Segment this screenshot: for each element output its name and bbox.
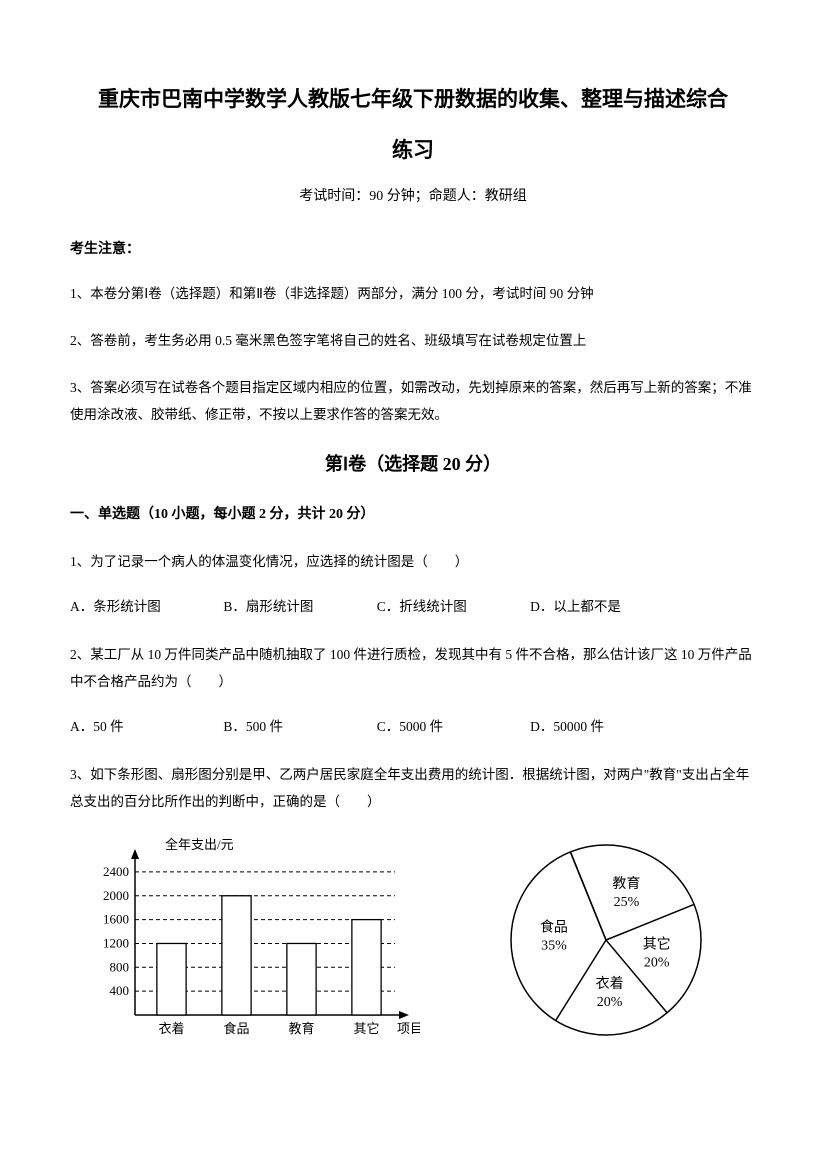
svg-text:其它: 其它 [353,1021,379,1036]
section-1-header: 第Ⅰ卷（选择题 20 分） [70,448,756,480]
q1-opt-d: D．以上都不是 [530,595,621,619]
q1-opt-c: C．折线统计图 [377,595,527,619]
document-title-line2: 练习 [70,132,756,170]
q1-opt-a: A．条形统计图 [70,595,220,619]
svg-text:食品: 食品 [223,1021,249,1036]
q2-opt-d: D．50000 件 [530,715,604,739]
q1-opt-b: B．扇形统计图 [223,595,373,619]
notice-item-1: 1、本卷分第Ⅰ卷（选择题）和第Ⅱ卷（非选择题）两部分，满分 100 分，考试时间… [70,280,756,307]
exam-info: 考试时间：90 分钟；命题人：教研组 [70,184,756,209]
svg-text:衣着: 衣着 [158,1021,184,1036]
svg-text:教育: 教育 [288,1021,314,1036]
svg-text:25%: 25% [614,895,640,910]
svg-text:800: 800 [110,960,130,975]
svg-text:2400: 2400 [103,864,129,879]
svg-text:衣着: 衣着 [596,976,624,992]
svg-text:项目: 项目 [397,1021,420,1036]
question-2-options: A．50 件 B．500 件 C．5000 件 D．50000 件 [70,715,756,739]
question-3: 3、如下条形图、扇形图分别是甲、乙两户居民家庭全年支出费用的统计图．根据统计图，… [70,761,756,815]
svg-text:35%: 35% [541,939,567,954]
svg-text:20%: 20% [597,995,623,1010]
svg-text:1200: 1200 [103,936,129,951]
document-title-line1: 重庆市巴南中学数学人教版七年级下册数据的收集、整理与描述综合 [70,80,756,120]
q2-opt-b: B．500 件 [223,715,373,739]
q2-opt-c: C．5000 件 [377,715,527,739]
pie-chart: 教育 25% 其它 20% 衣着 20% 食品 35% [466,835,746,1045]
svg-text:全年支出/元: 全年支出/元 [165,837,234,852]
notice-item-2: 2、答卷前，考生务必用 0.5 毫米黑色签字笔将自己的姓名、班级填写在试卷规定位… [70,327,756,354]
svg-text:其它: 其它 [643,936,671,953]
notice-heading: 考生注意： [70,237,756,262]
bar-chart: 全年支出/元 400 800 1200 1600 2000 2400 衣着 食品 教育 其它 项目 [80,835,420,1045]
svg-text:教育: 教育 [612,876,640,892]
question-1: 1、为了记录一个病人的体温变化情况，应选择的统计图是（ ） [70,548,756,575]
charts-row: 全年支出/元4008001200160020002400衣着食品教育其它项目 教… [70,835,756,1045]
svg-text:1600: 1600 [103,912,129,927]
question-1-options: A．条形统计图 B．扇形统计图 C．折线统计图 D．以上都不是 [70,595,756,619]
notice-item-3: 3、答案必须写在试卷各个题目指定区域内相应的位置，如需改动，先划掉原来的答案，然… [70,374,756,428]
subsection-1-header: 一、单选题（10 小题，每小题 2 分，共计 20 分） [70,502,756,527]
q2-opt-a: A．50 件 [70,715,220,739]
question-2: 2、某工厂从 10 万件同类产品中随机抽取了 100 件进行质检，发现其中有 5… [70,641,756,695]
svg-text:2000: 2000 [103,888,129,903]
svg-text:20%: 20% [644,956,670,971]
svg-text:400: 400 [110,983,130,998]
svg-text:食品: 食品 [540,919,568,936]
